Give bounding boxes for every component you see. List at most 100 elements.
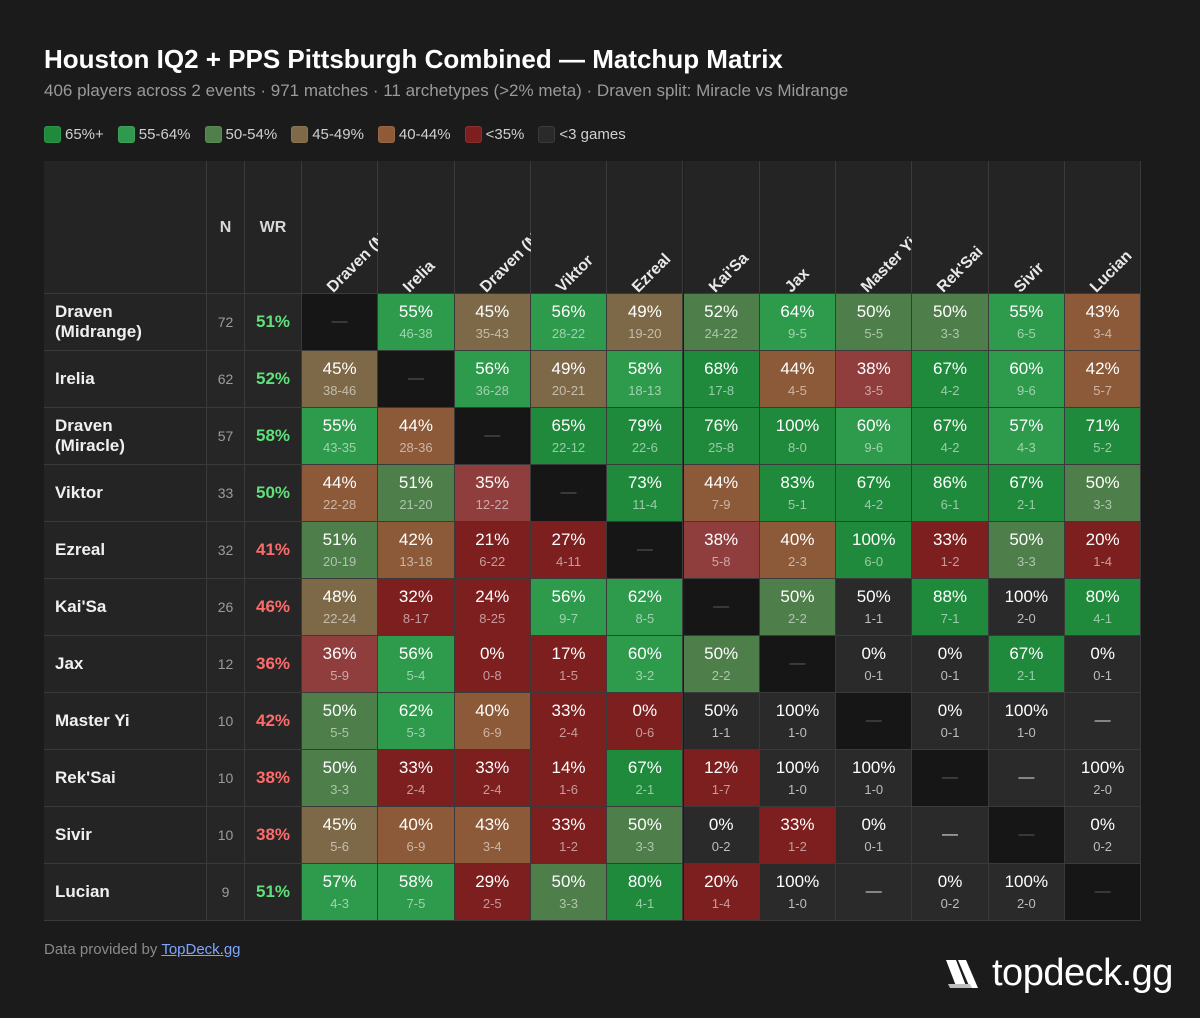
column-header <box>683 161 760 294</box>
matchup-record: 6-0 <box>864 554 884 569</box>
matchup-winrate: 17% <box>551 644 586 663</box>
matchup-record: 5-5 <box>864 326 884 341</box>
matchup-record: 18-13 <box>628 383 662 398</box>
matchup-cell: 52% 24-22 <box>683 294 760 351</box>
matchup-winrate: 42% <box>1085 359 1120 378</box>
matchup-record: 2-1 <box>1016 497 1036 512</box>
n-cell: 72 <box>207 294 245 351</box>
matchup-record: 0-1 <box>864 839 884 854</box>
matchup-cell: 100% 1-0 <box>836 750 913 807</box>
matchup-record: 4-1 <box>635 896 655 911</box>
wr-cell: 38% <box>245 750 302 807</box>
legend-item: 45-49% <box>291 125 364 143</box>
matchup-record: 38-46 <box>323 383 357 398</box>
matchup-winrate: 80% <box>1085 587 1120 606</box>
matchup-winrate: 20% <box>1085 530 1120 549</box>
matchup-record: 43-35 <box>323 440 357 455</box>
matchup-record: 2-2 <box>788 611 807 626</box>
matchup-cell: 0% 0-2 <box>912 864 989 921</box>
mirror-dash: — <box>789 655 806 672</box>
matchup-cell: 0% 0-2 <box>683 807 760 864</box>
matchup-winrate: 40% <box>398 815 433 834</box>
matchup-record: 3-3 <box>1093 497 1113 512</box>
matchup-cell: 42% 5-7 <box>1065 351 1142 408</box>
matchup-winrate: 0% <box>937 644 963 663</box>
matchup-cell: 57% 4-3 <box>302 864 379 921</box>
matchup-record: 1-2 <box>559 839 578 854</box>
matchup-record: 3-2 <box>635 668 655 683</box>
matchup-record: 5-2 <box>1093 440 1113 455</box>
matchup-record: 1-2 <box>940 554 960 569</box>
matchup-cell: 88% 7-1 <box>912 579 989 636</box>
matchup-record: 22-6 <box>631 440 658 455</box>
matchup-winrate: 52% <box>704 302 739 321</box>
column-header <box>607 161 684 294</box>
matchup-winrate: 43% <box>1085 302 1120 321</box>
wr-header-label: WR <box>259 219 287 236</box>
matchup-winrate: 56% <box>551 587 586 606</box>
matchup-record: 9-5 <box>788 326 807 341</box>
matchup-winrate: 0% <box>479 644 505 663</box>
matchup-winrate: 33% <box>933 530 968 549</box>
matchup-record: 1-2 <box>788 839 807 854</box>
matchup-cell: 0% 0-8 <box>454 636 531 693</box>
column-header <box>378 161 455 294</box>
wr-value: 51% <box>255 882 291 901</box>
matchup-cell: 100% 1-0 <box>988 693 1065 750</box>
matchup-winrate: 0% <box>937 701 963 720</box>
matchup-record: 0-6 <box>635 725 655 740</box>
matchup-winrate: 0% <box>861 815 887 834</box>
wr-cell: 46% <box>245 579 302 636</box>
wr-value: 38% <box>255 825 291 844</box>
matchup-record: 4-3 <box>1016 440 1036 455</box>
matchup-cell-mirror: — <box>988 807 1065 864</box>
matchup-cell: 100% 2-0 <box>988 864 1065 921</box>
matchup-winrate: 88% <box>933 587 968 606</box>
n-value: 32 <box>217 542 234 558</box>
matchup-winrate: 44% <box>704 473 739 492</box>
matchup-cell: 50% 3-3 <box>912 294 989 351</box>
matchup-cell: 100% 2-0 <box>1065 750 1142 807</box>
matchup-winrate: 50% <box>627 815 662 834</box>
matchup-winrate: 50% <box>1085 473 1120 492</box>
row-header-label: Master Yi <box>55 711 130 730</box>
matchup-winrate: 36% <box>322 644 357 663</box>
brand-logo: topdeck.gg <box>944 952 1173 995</box>
matchup-winrate: 50% <box>856 587 891 606</box>
matchup-cell-empty: — <box>912 807 989 864</box>
matchup-cell: 56% 5-4 <box>378 636 455 693</box>
matchup-cell: 44% 4-5 <box>759 351 837 408</box>
matchup-record: 2-2 <box>711 668 731 683</box>
matchup-cell: 20% 1-4 <box>1065 522 1142 579</box>
matchup-winrate: 76% <box>704 416 739 435</box>
legend-swatch <box>377 125 395 143</box>
legend-swatch <box>117 125 135 143</box>
matchup-record: 12-22 <box>475 497 509 512</box>
n-cell: 10 <box>207 693 245 750</box>
matchup-record: 25-8 <box>708 440 735 455</box>
n-value: 72 <box>217 314 234 330</box>
matchup-cell-mirror: — <box>1065 864 1142 921</box>
matchup-winrate: 55% <box>1009 302 1044 321</box>
n-value: 26 <box>217 599 234 615</box>
matchup-cell: 40% 6-9 <box>454 693 531 750</box>
matchup-cell: 50% 2-2 <box>683 636 760 693</box>
matchup-winrate: 32% <box>398 587 433 606</box>
matchup-record: 3-4 <box>1093 326 1113 341</box>
matchup-record: 1-7 <box>711 782 731 797</box>
mirror-dash: — <box>560 484 577 501</box>
topdeck-link[interactable]: TopDeck.gg <box>161 941 241 958</box>
matchup-record: 28-22 <box>551 326 586 341</box>
matchup-cell: 58% 7-5 <box>378 864 455 921</box>
matchup-record: 8-17 <box>402 611 429 626</box>
matchup-winrate: 50% <box>704 701 739 720</box>
n-value: 33 <box>217 485 234 501</box>
matchup-winrate: 60% <box>627 644 662 663</box>
matchup-record: 2-0 <box>1016 611 1036 626</box>
matchup-winrate: 56% <box>398 644 433 663</box>
corner-header <box>44 161 207 294</box>
matchup-cell-mirror: — <box>530 465 608 522</box>
matchup-record: 0-1 <box>864 668 884 683</box>
matchup-cell: 58% 18-13 <box>607 351 684 408</box>
matchup-cell: 50% 5-5 <box>302 693 379 750</box>
